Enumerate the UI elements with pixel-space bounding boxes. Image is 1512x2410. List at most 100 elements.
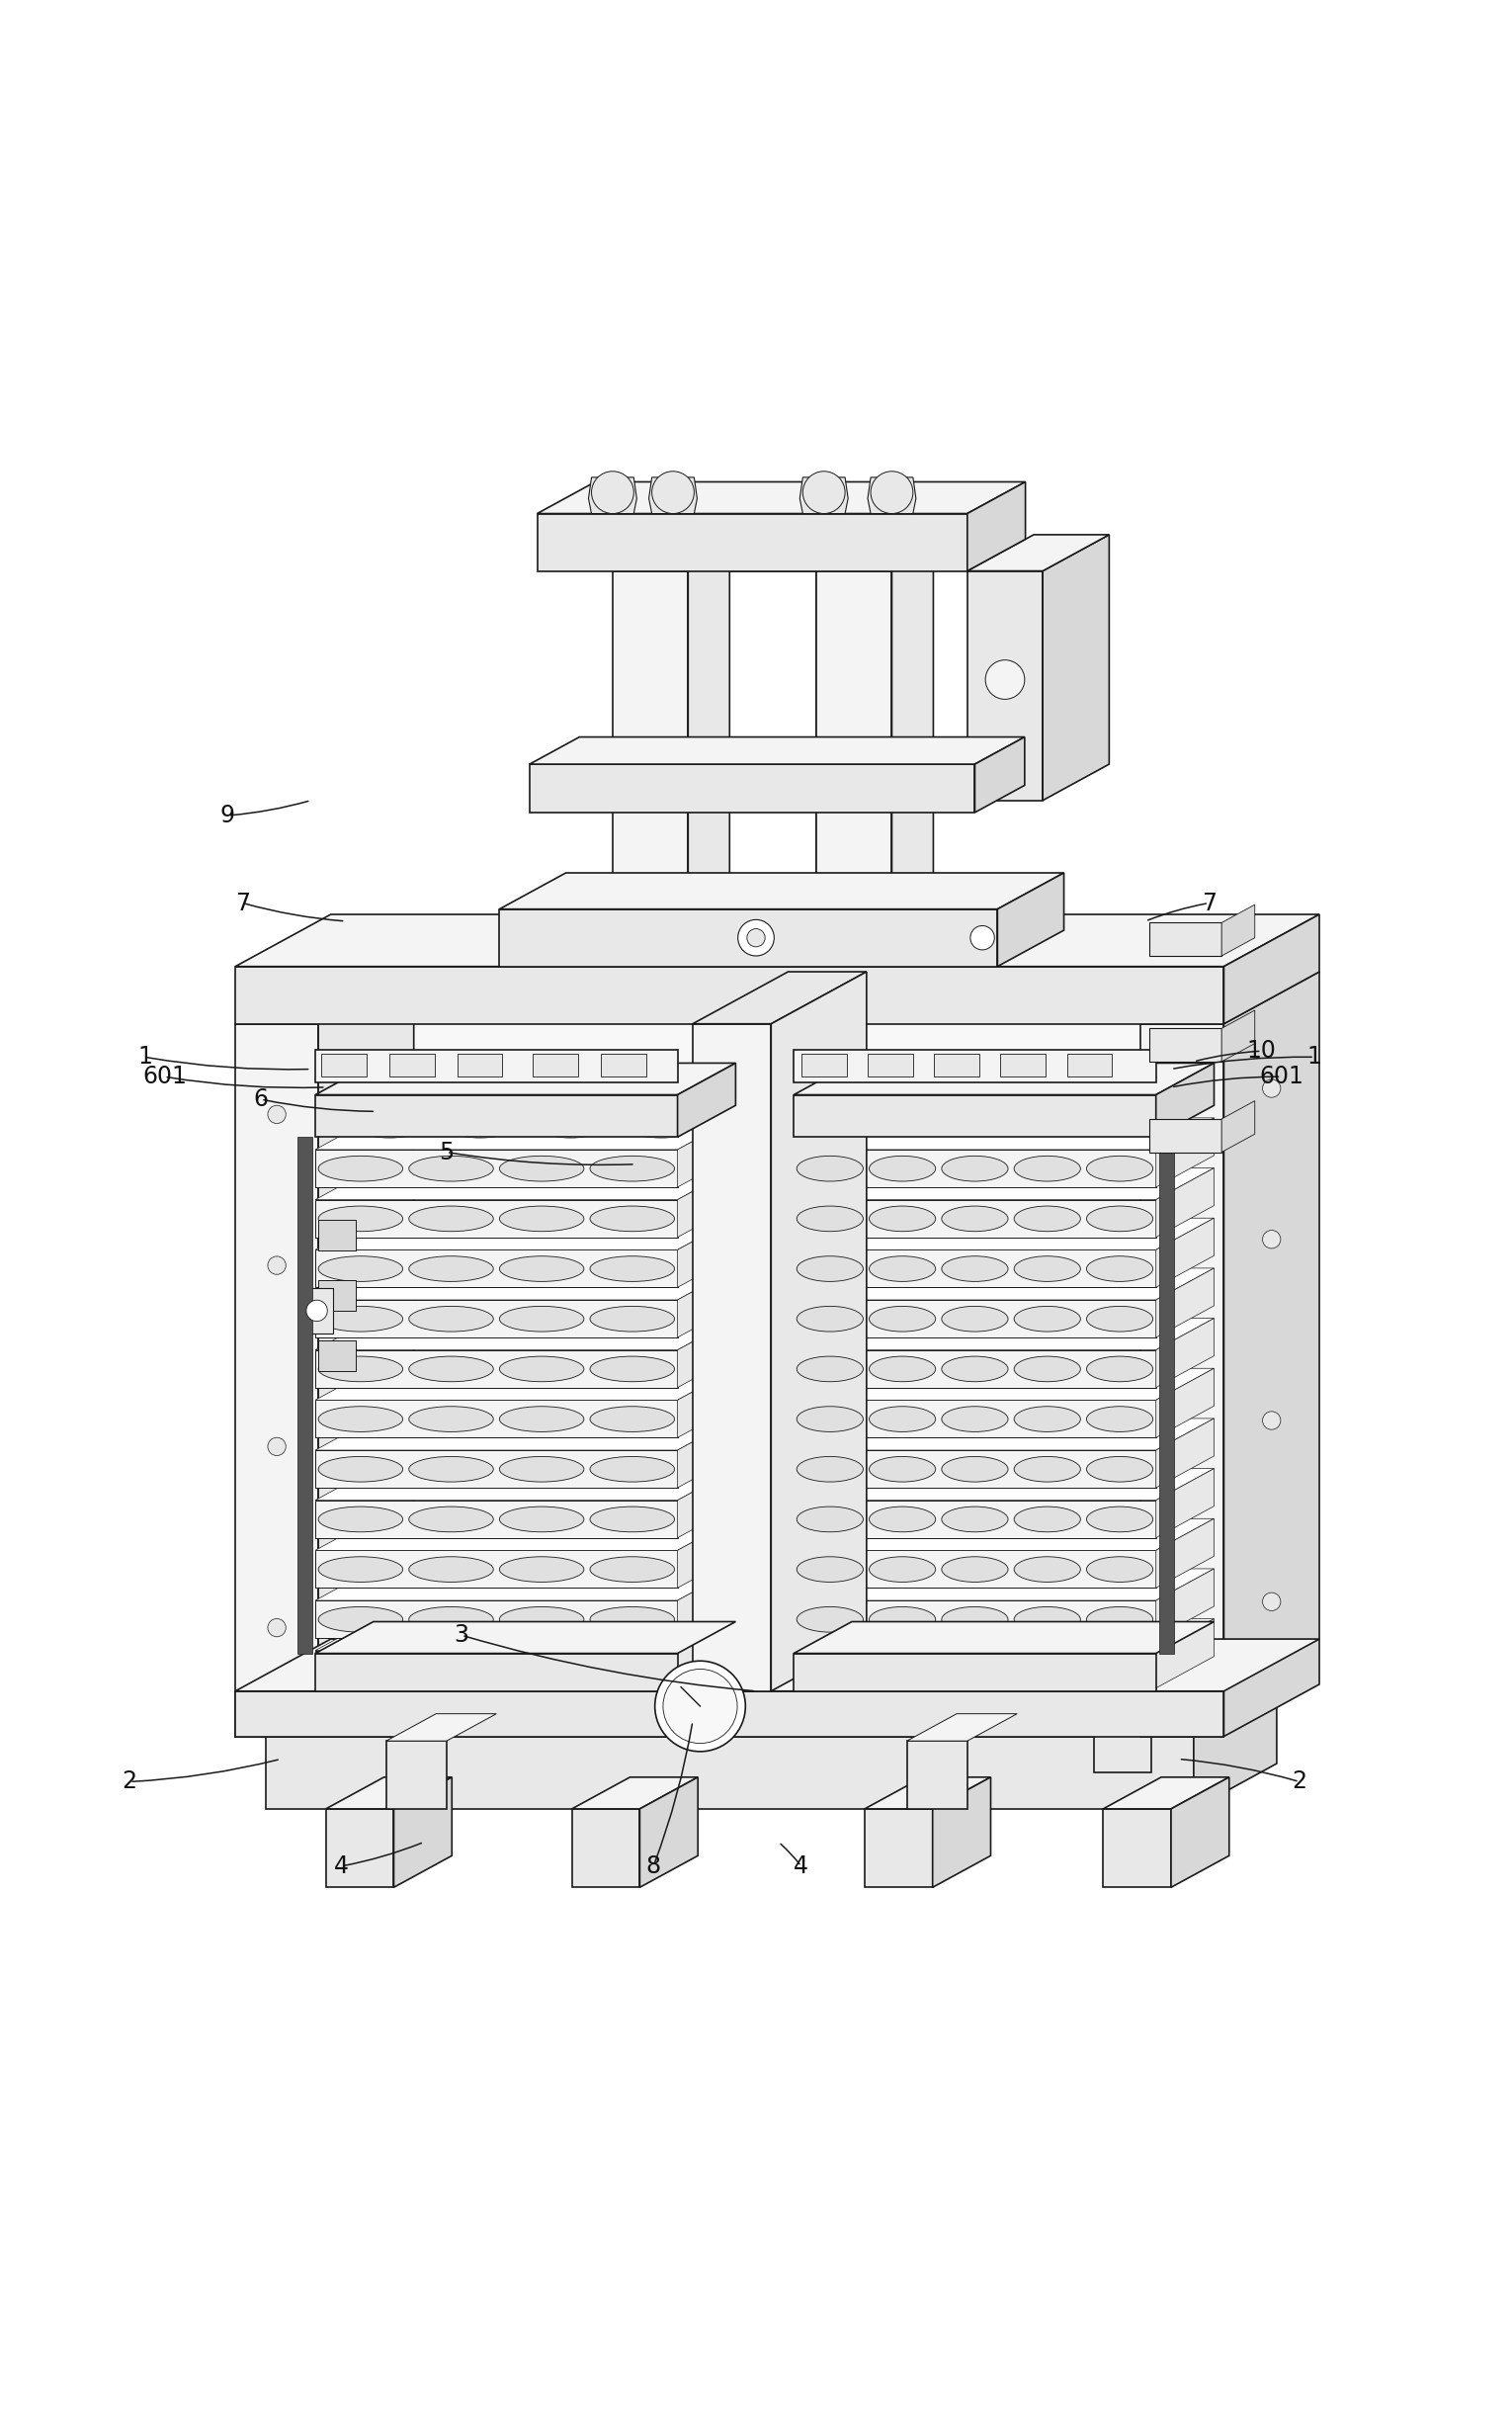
Ellipse shape [1015, 1658, 1081, 1682]
Ellipse shape [869, 1357, 936, 1381]
Polygon shape [316, 1419, 736, 1451]
Circle shape [1263, 1080, 1281, 1097]
Ellipse shape [1087, 1407, 1154, 1432]
Ellipse shape [640, 1130, 682, 1138]
Ellipse shape [319, 1607, 402, 1632]
Bar [600, 1053, 646, 1077]
Ellipse shape [590, 1357, 674, 1381]
Bar [907, 1740, 968, 1810]
Polygon shape [1157, 1268, 1214, 1338]
Ellipse shape [1087, 1506, 1154, 1533]
Polygon shape [794, 1518, 1214, 1550]
Polygon shape [677, 1217, 736, 1287]
Ellipse shape [408, 1205, 493, 1232]
Ellipse shape [797, 1357, 863, 1381]
Polygon shape [1104, 1776, 1229, 1810]
Polygon shape [1222, 1101, 1255, 1152]
Polygon shape [529, 737, 1025, 764]
Polygon shape [499, 872, 1064, 909]
Polygon shape [677, 1063, 736, 1138]
Circle shape [986, 660, 1025, 699]
Ellipse shape [319, 1456, 402, 1482]
Polygon shape [794, 1094, 1157, 1138]
Polygon shape [794, 1550, 1157, 1588]
Polygon shape [800, 477, 848, 513]
Polygon shape [794, 1063, 1214, 1094]
Ellipse shape [797, 1456, 863, 1482]
Circle shape [268, 1620, 286, 1636]
Polygon shape [794, 1150, 1157, 1188]
Bar [1149, 1118, 1222, 1152]
Text: 4: 4 [334, 1853, 348, 1877]
Circle shape [268, 1256, 286, 1275]
Polygon shape [1172, 1776, 1229, 1887]
Polygon shape [1142, 971, 1320, 1024]
Ellipse shape [408, 1557, 493, 1581]
Polygon shape [316, 1468, 736, 1501]
Bar [322, 1053, 366, 1077]
Polygon shape [1157, 1063, 1214, 1138]
Polygon shape [316, 1094, 677, 1138]
Text: 1: 1 [138, 1046, 153, 1070]
Bar [319, 1280, 355, 1311]
Ellipse shape [942, 1407, 1009, 1432]
Ellipse shape [942, 1256, 1009, 1282]
Circle shape [591, 472, 634, 513]
Polygon shape [998, 872, 1064, 966]
Polygon shape [868, 477, 916, 513]
Polygon shape [1104, 1810, 1172, 1887]
Bar [532, 1053, 578, 1077]
Text: 601: 601 [1259, 1065, 1303, 1089]
Bar [298, 1138, 313, 1653]
Ellipse shape [869, 1557, 936, 1581]
Bar [868, 1053, 913, 1077]
Ellipse shape [942, 1607, 1009, 1632]
Text: 3: 3 [454, 1624, 469, 1646]
Text: 2: 2 [1291, 1769, 1306, 1793]
Ellipse shape [1087, 1658, 1154, 1682]
Text: 4: 4 [794, 1853, 809, 1877]
Polygon shape [1043, 535, 1110, 800]
Bar [1067, 1053, 1113, 1077]
Ellipse shape [499, 1407, 584, 1432]
Bar [934, 1053, 980, 1077]
Polygon shape [316, 1350, 677, 1388]
Ellipse shape [408, 1456, 493, 1482]
Ellipse shape [1087, 1256, 1154, 1282]
Polygon shape [1157, 1419, 1214, 1487]
Polygon shape [933, 1776, 990, 1887]
Polygon shape [677, 1169, 736, 1236]
Polygon shape [316, 1400, 677, 1439]
Ellipse shape [797, 1658, 863, 1682]
Ellipse shape [869, 1157, 936, 1181]
Polygon shape [649, 477, 697, 513]
Bar [1149, 1029, 1222, 1060]
Polygon shape [572, 1810, 640, 1887]
Polygon shape [1222, 904, 1255, 957]
Polygon shape [316, 1501, 677, 1538]
Polygon shape [236, 913, 1320, 966]
Polygon shape [316, 1169, 736, 1200]
Ellipse shape [408, 1607, 493, 1632]
Ellipse shape [1087, 1306, 1154, 1333]
Polygon shape [1223, 913, 1320, 1024]
Ellipse shape [942, 1205, 1009, 1232]
Polygon shape [794, 1200, 1157, 1236]
Polygon shape [692, 1024, 771, 1692]
Bar [801, 1053, 847, 1077]
Polygon shape [771, 971, 866, 1692]
Ellipse shape [1087, 1357, 1154, 1381]
Bar [386, 1740, 446, 1810]
Ellipse shape [942, 1456, 1009, 1482]
Ellipse shape [590, 1557, 674, 1581]
Polygon shape [1157, 1217, 1214, 1287]
Ellipse shape [1015, 1506, 1081, 1533]
Polygon shape [612, 571, 688, 909]
Ellipse shape [942, 1506, 1009, 1533]
Polygon shape [266, 1692, 1276, 1738]
Ellipse shape [408, 1157, 493, 1181]
Text: 8: 8 [646, 1853, 661, 1877]
Polygon shape [1222, 1010, 1255, 1060]
Ellipse shape [942, 1557, 1009, 1581]
Ellipse shape [590, 1456, 674, 1482]
